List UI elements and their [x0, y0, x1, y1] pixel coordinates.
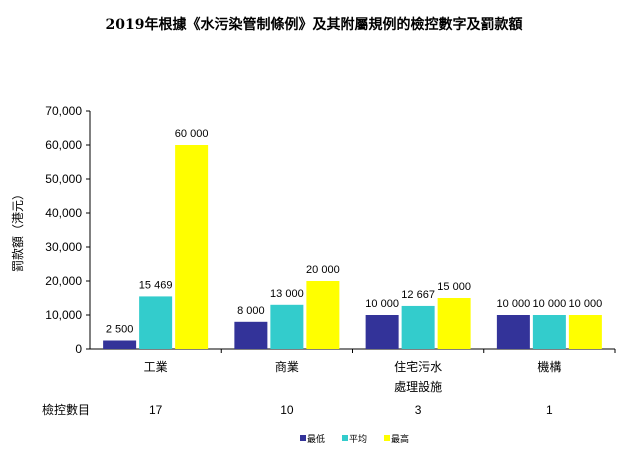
- legend-swatch: [384, 435, 390, 441]
- bar-平均: [139, 296, 173, 349]
- table-value: 17: [149, 403, 163, 417]
- legend-swatch: [300, 435, 306, 441]
- bar-平均: [270, 304, 304, 349]
- data-label: 10 000: [533, 298, 567, 310]
- y-tick-label: 70,000: [45, 104, 82, 118]
- bar-平均: [532, 315, 566, 349]
- y-tick-label: 10,000: [45, 308, 82, 322]
- data-label: 12 667: [401, 289, 435, 301]
- legend-label: 最高: [391, 433, 409, 444]
- table-value: 1: [546, 403, 553, 417]
- bar-最高: [437, 298, 471, 349]
- bar-最高: [175, 145, 209, 349]
- y-tick-label: 60,000: [45, 138, 82, 152]
- y-axis-label: 罰款額（港元）: [11, 188, 25, 272]
- data-label: 2 500: [106, 324, 134, 336]
- y-tick-label: 20,000: [45, 274, 82, 288]
- x-tick-label: 工業: [144, 360, 168, 374]
- data-label: 10 000: [365, 298, 399, 310]
- y-tick-label: 50,000: [45, 172, 82, 186]
- data-label: 8 000: [237, 305, 265, 317]
- y-tick-label: 40,000: [45, 206, 82, 220]
- x-tick-label: 商業: [275, 359, 299, 374]
- x-tick-label: 住宅污水: [394, 359, 442, 374]
- bar-最低: [234, 321, 268, 349]
- data-label: 60 000: [175, 128, 209, 140]
- y-tick-label: 0: [75, 342, 82, 356]
- table-value: 10: [280, 403, 294, 417]
- legend-label: 平均: [349, 433, 367, 444]
- data-label: 13 000: [270, 288, 304, 300]
- table-row-label: 檢控數目: [42, 402, 90, 417]
- data-label: 15 000: [437, 281, 471, 293]
- chart-title: 2019年根據《水污染管制條例》及其附屬規例的檢控數字及罰款額: [105, 17, 523, 33]
- legend-label: 最低: [307, 433, 325, 444]
- data-label: 20 000: [306, 264, 340, 276]
- data-label: 10 000: [497, 298, 531, 310]
- x-tick-label: 機構: [537, 359, 561, 374]
- data-label: 10 000: [569, 298, 603, 310]
- bar-最高: [568, 315, 602, 349]
- legend-swatch: [342, 435, 348, 441]
- data-label: 15 469: [139, 279, 173, 291]
- x-tick-label: 處理設施: [394, 379, 442, 394]
- bar-最低: [496, 315, 530, 349]
- y-tick-label: 30,000: [45, 240, 82, 254]
- bar-最高: [306, 281, 340, 349]
- bar-最低: [103, 340, 137, 349]
- table-value: 3: [415, 403, 422, 417]
- bar-最低: [365, 315, 399, 349]
- bar-平均: [401, 305, 435, 349]
